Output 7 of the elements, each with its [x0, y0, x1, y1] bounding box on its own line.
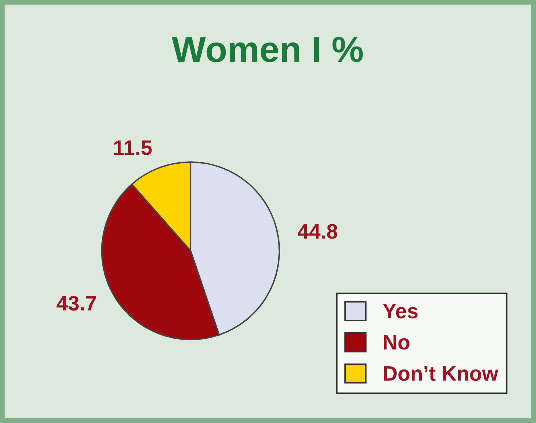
- legend-label: Yes: [383, 304, 418, 319]
- legend-label: Don’t Know: [384, 366, 499, 382]
- chart-title: Women I %: [172, 37, 364, 62]
- data-label: 11.5: [114, 140, 152, 156]
- data-label: 43.7: [56, 296, 96, 311]
- data-label: 44.8: [298, 224, 338, 240]
- legend-label: No: [384, 335, 410, 350]
